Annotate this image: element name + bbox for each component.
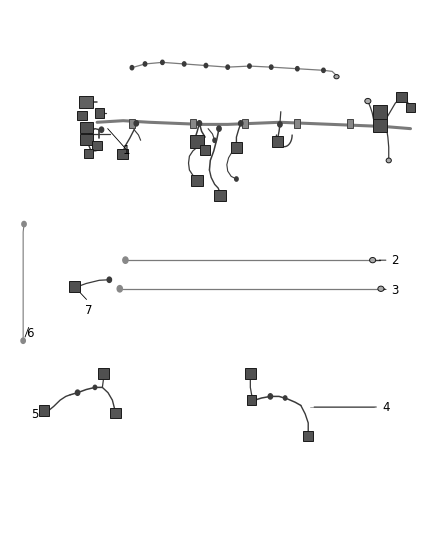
Circle shape [278,122,282,127]
Circle shape [213,138,216,142]
FancyBboxPatch shape [396,92,407,102]
FancyBboxPatch shape [406,103,415,112]
FancyBboxPatch shape [254,400,255,401]
Circle shape [22,221,26,227]
Text: 2: 2 [391,254,399,266]
FancyBboxPatch shape [191,175,203,186]
Circle shape [107,277,112,282]
FancyBboxPatch shape [39,406,49,416]
Circle shape [283,396,287,400]
Ellipse shape [334,75,339,79]
FancyBboxPatch shape [346,119,353,127]
Text: 6: 6 [26,327,33,341]
Circle shape [197,120,201,126]
Circle shape [322,68,325,72]
Circle shape [269,65,273,69]
FancyBboxPatch shape [200,144,210,155]
FancyBboxPatch shape [231,142,242,153]
FancyBboxPatch shape [245,368,255,379]
FancyBboxPatch shape [247,395,256,405]
Ellipse shape [365,99,371,104]
Ellipse shape [386,158,391,163]
Circle shape [235,177,238,181]
Circle shape [204,63,208,68]
Circle shape [161,60,164,64]
Circle shape [268,394,272,399]
Circle shape [134,120,138,126]
FancyBboxPatch shape [190,135,204,148]
Circle shape [248,64,251,68]
Circle shape [143,62,147,66]
FancyBboxPatch shape [77,111,87,120]
FancyBboxPatch shape [69,281,80,292]
FancyBboxPatch shape [84,149,93,158]
FancyBboxPatch shape [190,119,196,127]
FancyBboxPatch shape [373,119,387,132]
Circle shape [75,390,80,395]
Circle shape [93,385,97,390]
FancyBboxPatch shape [99,368,109,379]
Text: 1: 1 [122,144,130,157]
Circle shape [21,338,25,343]
Circle shape [217,126,221,131]
Text: 4: 4 [382,400,390,414]
FancyBboxPatch shape [117,149,127,159]
Circle shape [239,120,243,126]
FancyBboxPatch shape [294,119,300,127]
Text: 3: 3 [391,284,398,297]
Circle shape [296,67,299,71]
Ellipse shape [378,286,384,292]
FancyBboxPatch shape [373,105,387,118]
FancyBboxPatch shape [242,119,248,127]
Circle shape [130,66,134,70]
Circle shape [117,286,122,292]
FancyBboxPatch shape [272,136,283,147]
FancyBboxPatch shape [79,96,93,109]
FancyBboxPatch shape [303,431,314,441]
FancyBboxPatch shape [92,141,102,150]
FancyBboxPatch shape [95,108,104,117]
Text: 7: 7 [85,304,92,317]
FancyBboxPatch shape [110,408,120,418]
Circle shape [123,257,128,263]
FancyBboxPatch shape [129,119,135,127]
FancyBboxPatch shape [80,134,93,144]
FancyBboxPatch shape [214,190,226,201]
Circle shape [183,62,186,66]
Ellipse shape [370,257,376,263]
Circle shape [226,65,230,69]
Circle shape [99,127,104,132]
Text: 5: 5 [31,408,39,422]
FancyBboxPatch shape [80,122,93,133]
